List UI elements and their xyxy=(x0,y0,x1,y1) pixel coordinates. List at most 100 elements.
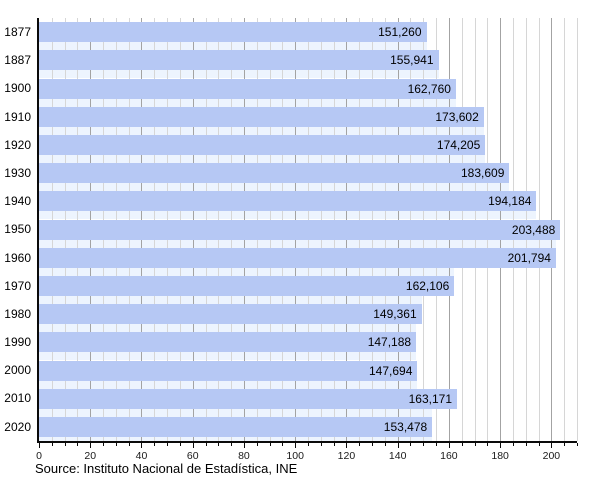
x-tick-label: 120 xyxy=(337,450,356,462)
year-label: 1960 xyxy=(4,250,31,265)
x-tick-major xyxy=(141,443,143,448)
year-label: 1900 xyxy=(4,81,31,96)
x-tick-minor xyxy=(512,443,514,446)
bar-value-label: 162,106 xyxy=(405,278,450,293)
row-separator-tint xyxy=(39,154,486,164)
bar-value-label: 155,941 xyxy=(390,53,434,68)
x-tick-minor xyxy=(372,443,374,446)
bar-value-label: 147,188 xyxy=(367,335,412,350)
bar-1970: 162,106 xyxy=(39,275,455,296)
bar-1990: 147,188 xyxy=(39,332,417,353)
x-tick-major xyxy=(192,443,194,448)
row-separator-tint xyxy=(39,211,537,220)
x-tick-minor xyxy=(577,443,578,446)
row-separator-tint xyxy=(39,70,439,79)
row-separator-tint xyxy=(39,183,510,192)
x-tick-minor xyxy=(167,443,169,446)
plot-area: 151,260 155,941 162,760 173,602 174,205 183,6… xyxy=(37,18,578,443)
x-tick-major xyxy=(295,443,297,448)
x-tick-minor xyxy=(359,443,361,446)
row-separator-tint xyxy=(39,126,484,135)
bar-1900: 162,760 xyxy=(39,78,456,99)
x-tick-major xyxy=(500,443,502,448)
row-separator-tint xyxy=(39,352,417,361)
bar-value-label: 147,694 xyxy=(368,363,413,378)
x-tick-major xyxy=(397,443,399,448)
x-tick-minor xyxy=(423,443,425,446)
bar-1940: 194,184 xyxy=(39,191,537,212)
bar-2000: 147,694 xyxy=(39,360,418,381)
bar-value-label: 174,205 xyxy=(436,137,481,152)
year-label: 1940 xyxy=(4,194,31,209)
x-tick-major xyxy=(346,443,348,448)
year-label: 1970 xyxy=(4,278,31,293)
x-tick-minor xyxy=(436,443,438,446)
x-tick-label: 200 xyxy=(542,450,561,462)
bar-value-label: 183,609 xyxy=(460,166,505,181)
x-tick-label: 0 xyxy=(36,450,42,462)
year-label: 1990 xyxy=(4,335,31,350)
x-tick-minor xyxy=(64,443,66,446)
x-tick-minor xyxy=(461,443,463,446)
x-tick-major xyxy=(551,443,553,448)
x-tick-major xyxy=(243,443,245,448)
bar-value-label: 203,488 xyxy=(511,222,556,237)
y-axis-year-labels: 1877 1887 1900 1910 1920 1930 1940 1950 1960 1970… xyxy=(0,18,31,441)
bar-1950: 203,488 xyxy=(39,219,561,240)
row-separator-layer xyxy=(39,18,577,441)
x-tick-label: 180 xyxy=(491,450,509,462)
x-tick-minor xyxy=(474,443,476,446)
x-tick-minor xyxy=(256,443,258,446)
row-separator-tint xyxy=(39,98,456,107)
x-axis: 0 20 40 60 80 100 120 140 160 180 200 xyxy=(36,443,578,473)
row-separator-tint xyxy=(39,267,455,276)
row-separator-tint xyxy=(39,295,422,305)
bar-2010: 163,171 xyxy=(39,388,458,409)
source-caption: Source: Instituto Nacional de Estadístic… xyxy=(35,461,298,476)
bars-layer: 151,260 155,941 162,760 173,602 174,205 183,6… xyxy=(39,18,577,441)
x-tick-minor xyxy=(231,443,233,446)
bar-2020: 153,478 xyxy=(39,416,433,437)
x-tick-minor xyxy=(128,443,130,446)
x-tick-label: 40 xyxy=(135,450,148,462)
x-tick-label: 80 xyxy=(238,450,250,462)
year-label: 1877 xyxy=(4,25,31,39)
bar-value-label: 153,478 xyxy=(383,419,428,434)
year-label: 1887 xyxy=(4,53,31,68)
x-tick-minor xyxy=(538,443,540,446)
year-label: 1910 xyxy=(4,109,31,124)
x-tick-minor xyxy=(320,443,322,446)
year-label: 2020 xyxy=(4,419,31,434)
row-separator-tint xyxy=(39,324,417,333)
x-tick-minor xyxy=(205,443,207,446)
bar-1960: 201,794 xyxy=(39,247,556,268)
bar-value-label: 173,602 xyxy=(435,109,479,124)
year-label: 1930 xyxy=(4,165,31,180)
bar-1930: 183,609 xyxy=(39,163,510,184)
bar-value-label: 162,760 xyxy=(407,81,451,96)
bar-value-label: 151,260 xyxy=(378,25,422,40)
x-tick-minor xyxy=(333,443,335,446)
x-tick-minor xyxy=(179,443,181,446)
row-separator-tint xyxy=(39,239,556,248)
x-tick-minor xyxy=(115,443,117,446)
x-tick-minor xyxy=(308,443,309,446)
bar-1887: 155,941 xyxy=(39,50,439,71)
x-tick-minor xyxy=(487,443,489,446)
x-tick-major xyxy=(90,443,92,448)
x-tick-major xyxy=(39,443,40,448)
x-tick-minor xyxy=(564,443,566,446)
x-tick-label: 20 xyxy=(84,450,97,462)
row-separator-tint xyxy=(39,436,433,441)
bar-1920: 174,205 xyxy=(39,134,486,155)
x-tick-minor xyxy=(77,443,79,446)
x-tick-minor xyxy=(51,443,53,446)
gridline-minor xyxy=(577,18,578,441)
gridline-minor xyxy=(564,18,566,441)
year-label: 1920 xyxy=(4,137,31,152)
x-tick-minor xyxy=(103,443,105,446)
row-separator-tint xyxy=(39,42,427,51)
x-tick-minor xyxy=(282,443,284,446)
bar-1980: 149,361 xyxy=(39,304,422,325)
